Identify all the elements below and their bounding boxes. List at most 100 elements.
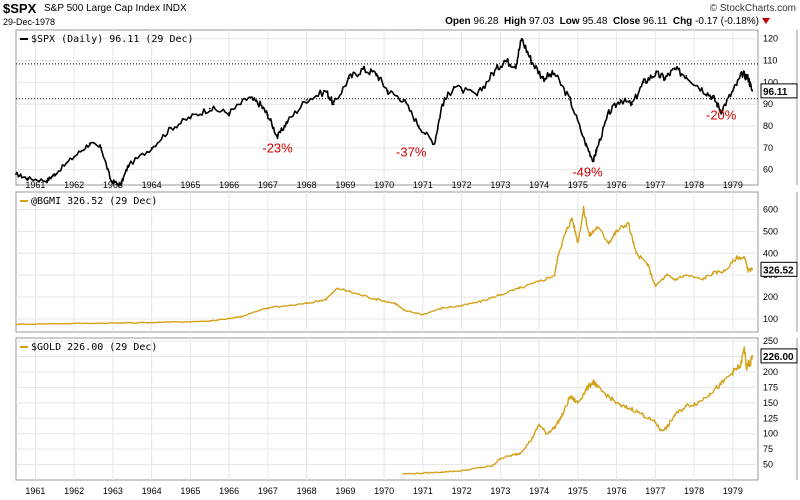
security-name: S&P 500 Large Cap Index INDX [44,3,187,14]
bgmi-data-point [654,285,657,287]
gold-data-point [745,367,748,370]
bgmi-ytick-label: 500 [763,226,778,236]
spx-data-point [441,103,444,106]
x-tick-label: 1972 [452,180,472,190]
spx-data-point [150,146,153,149]
spx-data-point [700,88,703,90]
bgmi-ytick-label: 200 [763,292,778,302]
gold-data-point [584,389,587,392]
high-value: 97.03 [529,16,555,27]
bgmi-data-point [724,269,726,272]
gold-data-point [561,414,564,417]
spx-ytick-label: 80 [763,121,773,131]
low-value: 95.48 [582,16,608,27]
x-tick-label: 1968 [297,486,317,496]
spx-data-point [228,112,231,114]
bgmi-ytick-label: 400 [763,248,778,258]
spx-data-point [88,142,91,145]
x-tick-label: 1962 [64,486,84,496]
x-tick-label: 1977 [645,486,665,496]
gold-data-point [441,471,444,473]
spx-last-value-text: 96.11 [763,87,788,98]
bgmi-last-value-badge [760,261,798,277]
down-arrow-icon [762,18,770,25]
gold-data-point [743,346,746,349]
gold-data-point [460,469,463,472]
spx-data-point [542,77,544,79]
spx-ytick-label: 120 [763,34,778,44]
spx-data-point [73,155,76,158]
spx-data-point [520,37,523,40]
spx-data-point [607,112,610,114]
x-tick-label: 1979 [723,180,743,190]
bgmi-data-point [588,234,591,237]
bgmi-last-value-text: 326.52 [763,265,794,276]
x-tick-label: 1973 [490,180,510,190]
gold-data-point [607,395,610,398]
spx-data-point [348,77,351,79]
gold-data-point [569,395,571,398]
gold-price-line[interactable] [403,347,753,475]
spx-data-point [402,98,405,101]
x-tick-label: 1979 [723,486,743,496]
spx-data-point [619,98,622,101]
x-tick-label: 1961 [25,180,45,190]
spx-data-point [712,96,715,99]
bgmi-data-point [356,292,358,295]
x-tick-label: 1971 [413,180,433,190]
bgmi-data-point [615,230,618,233]
spx-data-point [514,64,517,66]
spx-data-point [418,125,420,127]
spx-data-point [170,127,172,130]
bgmi-ytick-label: 600 [763,205,778,215]
spx-data-point [325,90,327,93]
bgmi-data-point [170,321,172,324]
gold-data-point [619,405,622,407]
bgmi-data-point [402,309,405,312]
gold-data-point [538,423,540,426]
spx-data-point [631,103,633,106]
bgmi-data-point [460,304,463,307]
x-tick-label: 1971 [413,486,433,496]
bgmi-data-point [735,256,738,259]
gold-data-point [731,371,734,373]
gold-data-point [421,472,424,475]
gold-data-point [499,457,502,460]
gold-ytick-label: 50 [763,460,773,470]
spx-data-point [720,109,723,112]
spx-data-point [747,77,750,79]
bgmi-data-point [92,322,95,325]
bgmi-panel-frame [15,191,759,333]
bgmi-price-line[interactable] [15,205,753,326]
gold-data-point [491,464,494,467]
bgmi-data-point [480,300,482,303]
gold-data-point [708,392,711,395]
x-tick-label: 1966 [219,486,239,496]
spx-data-point [110,179,112,182]
spx-data-point [247,96,250,99]
bgmi-data-point [305,302,308,305]
bgmi-data-point [607,241,610,244]
bgmi-data-point [673,278,676,281]
spx-data-point [305,98,308,101]
x-tick-label: 1963 [103,180,123,190]
exchange-code: INDX [162,3,187,14]
spx-data-point [751,89,754,92]
spx-data-point [569,98,571,101]
drawdown-label: -23% [262,140,293,155]
x-tick-label: 1968 [297,180,317,190]
spx-data-point [731,90,734,93]
spx-data-point [266,114,269,117]
quote-date: 29-Dec-1978 [3,17,56,27]
x-tick-label: 1975 [568,180,588,190]
x-tick-label: 1973 [490,486,510,496]
spx-data-point [53,173,56,175]
gold-data-point [673,414,676,417]
gold-ytick-label: 100 [763,429,778,439]
bgmi-data-point [700,278,703,281]
stockcharts-brand[interactable]: © StockCharts.com [709,3,796,14]
x-tick-label: 1970 [374,180,394,190]
bgmi-data-point [336,287,339,290]
gold-data-point [654,421,657,424]
